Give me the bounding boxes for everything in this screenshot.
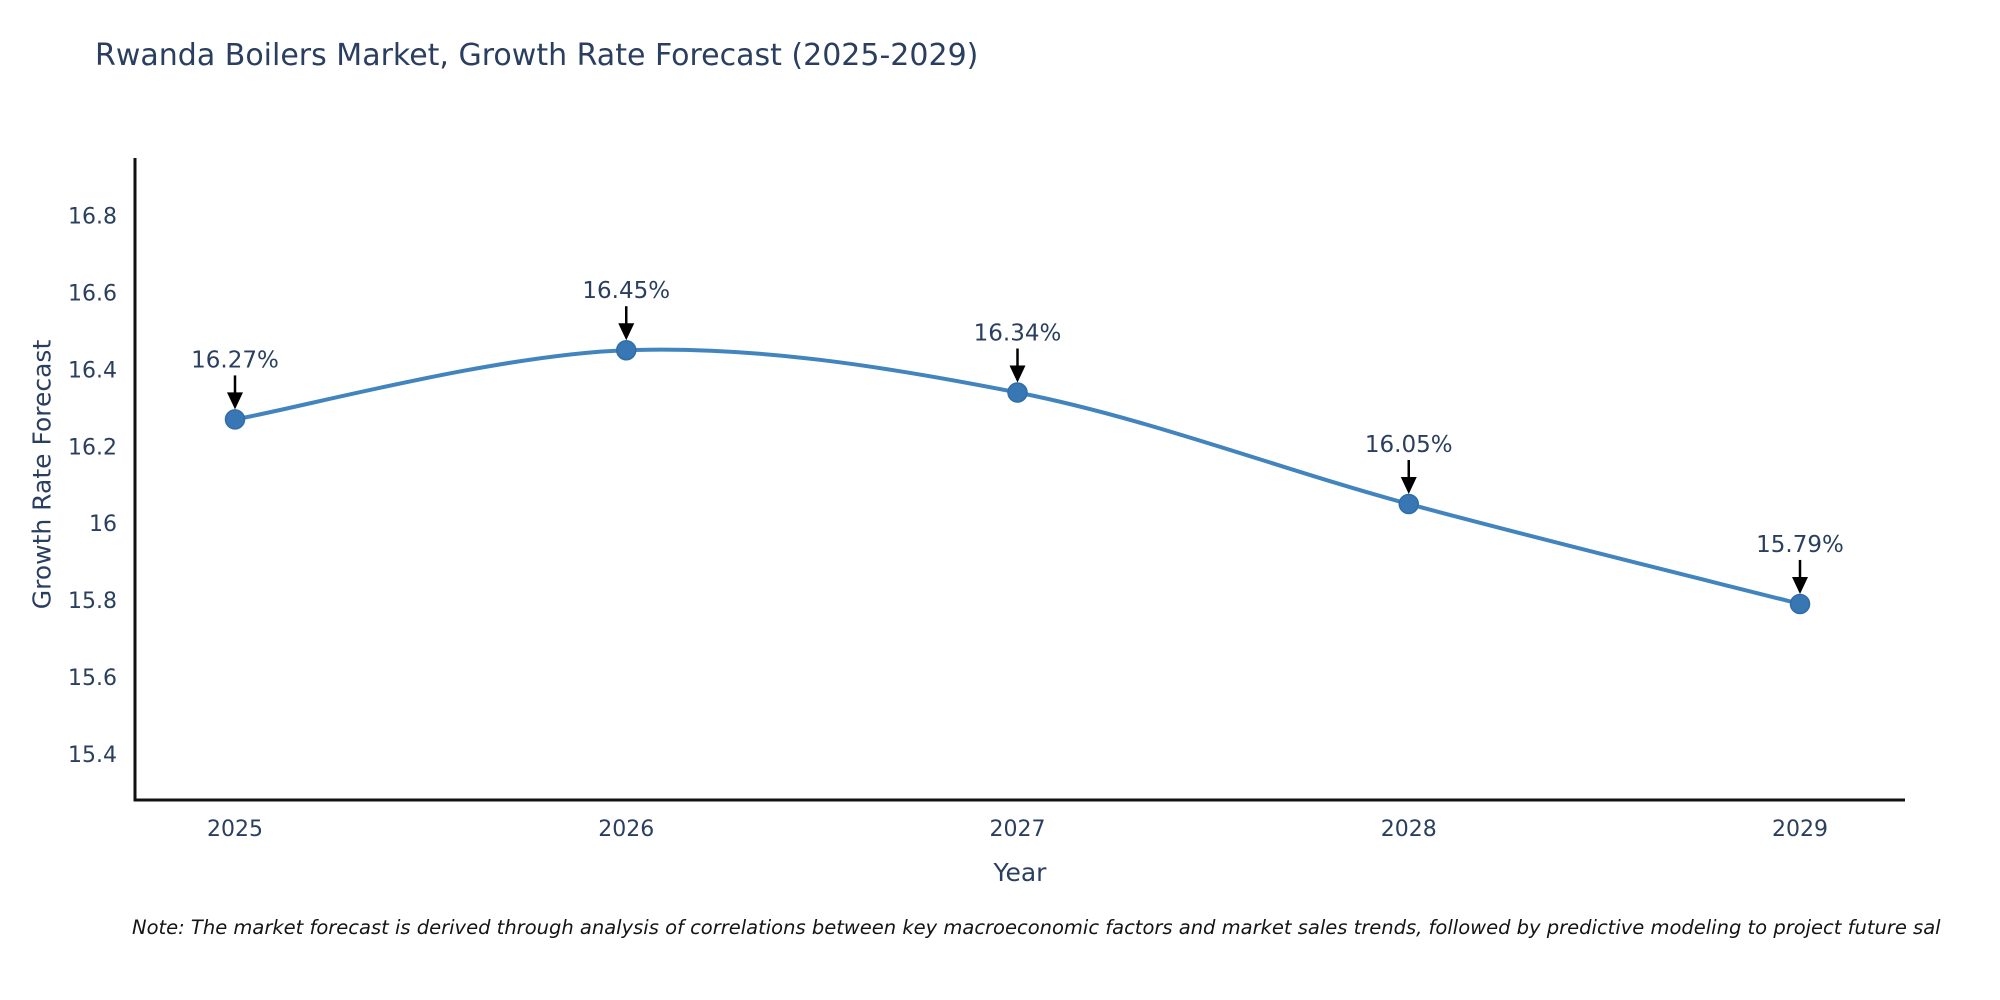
y-tick-label: 15.6 xyxy=(68,666,117,691)
data-point-marker xyxy=(224,409,246,430)
y-tick-label: 16.4 xyxy=(68,358,117,383)
y-tick-label: 16.6 xyxy=(68,282,117,307)
data-point-marker xyxy=(1789,593,1811,615)
y-tick-label: 16.8 xyxy=(68,205,117,230)
x-tick-label: 2028 xyxy=(1381,817,1437,842)
annotation-arrowhead xyxy=(1792,576,1808,594)
x-tick-label: 2029 xyxy=(1772,817,1828,842)
y-tick-label: 16.2 xyxy=(68,435,117,460)
point-value-label: 15.79% xyxy=(1756,532,1844,558)
point-value-label: 16.05% xyxy=(1365,432,1453,458)
x-axis-title: Year xyxy=(993,858,1047,887)
data-point-marker xyxy=(1398,493,1419,515)
x-tick-label: 2025 xyxy=(207,817,263,842)
y-tick-label: 16 xyxy=(89,512,117,537)
data-point-marker xyxy=(616,339,637,361)
annotation-arrowhead xyxy=(618,323,635,341)
footnote: Note: The market forecast is derived thr… xyxy=(132,916,1941,939)
chart-title: Rwanda Boilers Market, Growth Rate Forec… xyxy=(95,38,979,73)
annotation-arrowhead xyxy=(1009,365,1026,383)
annotation-arrowhead xyxy=(227,392,243,410)
x-tick-label: 2027 xyxy=(990,817,1046,842)
annotation-arrowhead xyxy=(1400,476,1417,494)
point-value-label: 16.27% xyxy=(191,347,279,373)
y-tick-label: 15.8 xyxy=(68,589,117,614)
point-value-label: 16.45% xyxy=(582,278,670,304)
x-tick-label: 2026 xyxy=(598,817,654,842)
y-tick-label: 15.4 xyxy=(68,743,117,768)
point-value-label: 16.34% xyxy=(974,321,1062,347)
data-point-marker xyxy=(1007,382,1028,403)
y-axis-title: Growth Rate Forecast xyxy=(27,339,57,610)
